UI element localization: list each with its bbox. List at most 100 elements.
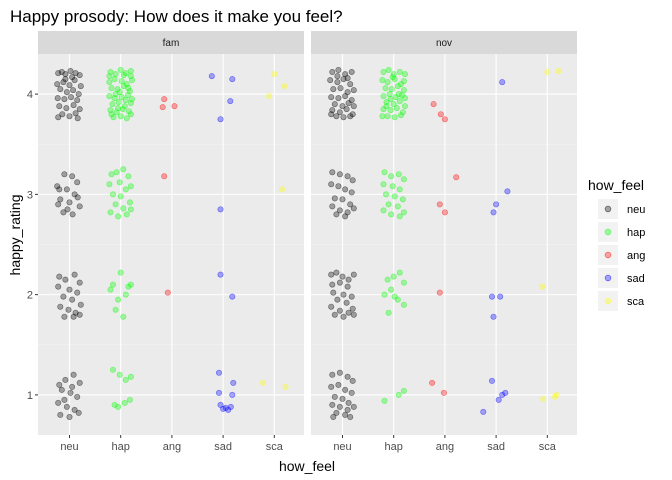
x-tick-label-ang: ang xyxy=(163,441,181,453)
data-point-neu xyxy=(56,381,63,388)
data-point-neu xyxy=(336,279,343,286)
data-point-hap xyxy=(382,191,389,198)
x-tick-label-sad: sad xyxy=(487,441,505,453)
facet-strip-label: fam xyxy=(163,38,180,49)
data-point-neu xyxy=(77,301,84,308)
data-point-hap xyxy=(384,276,391,283)
data-point-hap xyxy=(388,173,395,180)
data-point-hap xyxy=(120,205,127,212)
data-point-sca xyxy=(539,283,546,290)
data-point-neu xyxy=(71,406,78,413)
data-point-hap xyxy=(111,95,118,102)
data-point-neu xyxy=(55,201,62,208)
data-point-hap xyxy=(379,77,386,84)
facet-strip-label: nov xyxy=(436,38,452,49)
data-point-neu xyxy=(344,406,351,413)
data-point-neu xyxy=(76,379,83,386)
y-axis-label: happy_rating xyxy=(7,195,23,276)
data-point-neu xyxy=(339,103,346,110)
data-point-hap xyxy=(390,101,397,108)
data-point-hap xyxy=(115,403,122,410)
legend-entry-sca: sca xyxy=(598,291,645,311)
data-point-hap xyxy=(388,286,395,293)
legend-entry-sad: sad xyxy=(598,268,645,288)
data-point-hap xyxy=(113,169,120,176)
data-point-sad xyxy=(504,188,511,195)
data-point-hap xyxy=(122,291,129,298)
data-point-neu xyxy=(331,101,338,108)
x-tick-label-ang: ang xyxy=(436,441,454,453)
data-point-hap xyxy=(122,186,129,193)
data-point-sad xyxy=(217,206,224,213)
data-point-sad xyxy=(499,391,506,398)
data-point-ang xyxy=(453,174,460,181)
data-point-hap xyxy=(107,209,114,216)
data-point-neu xyxy=(76,72,83,79)
data-point-neu xyxy=(345,276,352,283)
data-point-neu xyxy=(345,100,352,107)
data-point-hap xyxy=(115,105,122,112)
data-point-sad xyxy=(499,79,506,86)
data-point-neu xyxy=(340,114,347,121)
legend-label-sad: sad xyxy=(627,273,645,285)
data-point-hap xyxy=(106,93,113,100)
data-point-sad xyxy=(490,209,497,216)
data-point-sad xyxy=(495,396,502,403)
legend: how_feel neu hap ang sad sca xyxy=(588,177,645,311)
data-point-hap xyxy=(122,97,129,104)
data-point-hap xyxy=(394,203,401,210)
data-point-hap xyxy=(115,296,122,303)
data-point-neu xyxy=(58,69,65,76)
data-point-hap xyxy=(114,86,121,93)
data-point-hap xyxy=(389,74,396,81)
data-point-hap xyxy=(120,166,127,173)
data-point-sad xyxy=(490,313,497,320)
data-point-neu xyxy=(329,401,336,408)
data-point-neu xyxy=(66,199,73,206)
data-point-neu xyxy=(342,411,349,418)
data-point-neu xyxy=(56,273,63,280)
x-tick-label-sca: sca xyxy=(539,441,557,453)
legend-label-ang: ang xyxy=(627,250,645,262)
facet-panels: fam neu hap ang sad sca nov neu hap ang sad sca xyxy=(38,31,577,453)
data-point-neu xyxy=(69,74,76,81)
data-point-hap xyxy=(119,106,126,113)
data-point-neu xyxy=(342,93,349,100)
data-point-neu xyxy=(331,311,338,318)
data-point-neu xyxy=(334,73,341,80)
data-point-neu xyxy=(339,395,346,402)
data-point-sad xyxy=(216,369,223,376)
data-point-neu xyxy=(55,283,62,290)
data-point-neu xyxy=(348,97,355,104)
data-point-hap xyxy=(127,183,134,190)
data-point-sad xyxy=(229,391,236,398)
data-point-hap xyxy=(112,306,119,313)
data-point-neu xyxy=(340,291,347,298)
data-point-neu xyxy=(69,296,76,303)
data-point-sad xyxy=(488,377,495,384)
data-point-sad xyxy=(217,271,224,278)
data-point-sca xyxy=(271,71,278,78)
data-point-neu xyxy=(348,189,355,196)
data-point-hap xyxy=(110,366,117,373)
data-point-neu xyxy=(350,205,357,212)
data-point-hap xyxy=(125,85,132,92)
data-point-neu xyxy=(344,373,351,380)
data-point-ang xyxy=(171,103,178,110)
data-point-sad xyxy=(480,408,487,415)
data-point-neu xyxy=(335,67,342,74)
data-point-hap xyxy=(385,201,392,208)
data-point-neu xyxy=(347,113,354,120)
data-point-hap xyxy=(380,207,387,214)
data-point-neu xyxy=(63,89,70,96)
data-point-neu xyxy=(66,82,73,89)
legend-entry-ang: ang xyxy=(598,245,645,265)
data-point-neu xyxy=(69,211,76,218)
data-point-neu xyxy=(336,403,343,410)
data-point-neu xyxy=(75,91,82,98)
data-point-neu xyxy=(344,283,351,290)
data-point-neu xyxy=(59,111,66,118)
x-tick-label-sad: sad xyxy=(214,441,232,453)
data-point-sad xyxy=(227,403,234,410)
data-point-hap xyxy=(399,109,406,116)
